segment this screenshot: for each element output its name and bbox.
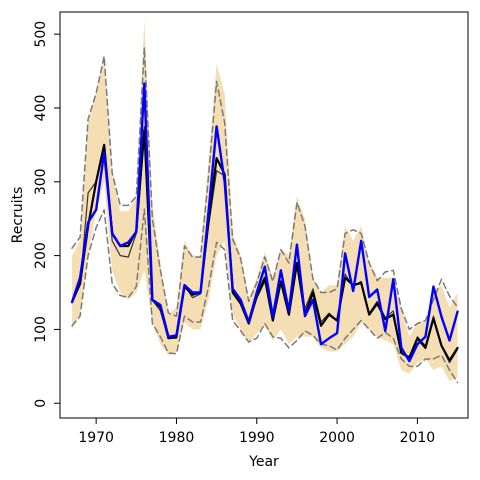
x-tick-label: 1970 [78, 430, 114, 446]
x-tick-label: 1990 [239, 430, 275, 446]
y-tick-label: 500 [33, 21, 49, 48]
y-tick-label: 200 [33, 242, 49, 269]
blue-series-line-5 [70, 82, 459, 363]
y-tick-label: 400 [33, 95, 49, 122]
x-axis: 1970 1980 1990 2000 2010 [78, 418, 435, 446]
x-tick-label: 1980 [159, 430, 195, 446]
y-tick-label: 0 [33, 399, 49, 408]
y-axis: 0 100 200 300 400 500 [33, 21, 60, 408]
plot-frame [59, 11, 469, 419]
confidence-band [72, 19, 458, 382]
series-lines-layer [70, 46, 459, 384]
x-axis-title: Year [248, 454, 279, 470]
x-tick-label: 2000 [319, 430, 355, 446]
dashed-bound-line-4 [71, 46, 459, 331]
confidence-band-layer [72, 19, 458, 382]
dashed-bound-line-3 [71, 208, 459, 384]
y-tick-label: 300 [33, 168, 49, 195]
y-tick-label: 100 [33, 316, 49, 343]
x-tick-label: 2010 [400, 430, 436, 446]
y-axis-title: Recruits [10, 187, 26, 244]
